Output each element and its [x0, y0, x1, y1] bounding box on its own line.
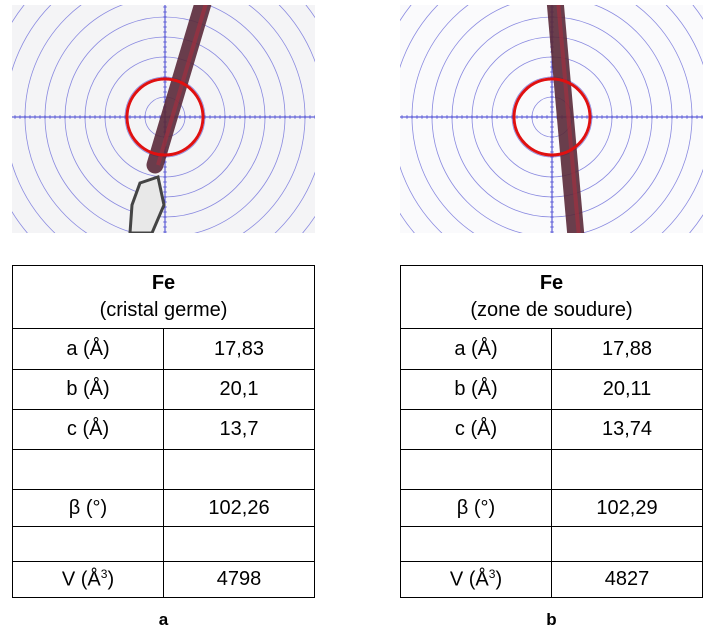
value: 20,11 [551, 369, 703, 410]
empty [163, 526, 315, 562]
param: b (Å) [12, 369, 164, 410]
param: β (°) [400, 489, 552, 527]
value: 102,26 [163, 489, 315, 527]
empty [551, 526, 703, 562]
volume-label: V (Å [449, 568, 489, 591]
empty [551, 449, 703, 490]
crystal-edge [556, 5, 581, 233]
empty [12, 526, 164, 562]
param: V (Å3) [12, 561, 164, 598]
volume-tail: ) [495, 568, 503, 591]
empty [12, 449, 164, 490]
target-circle [512, 77, 592, 157]
empty [400, 526, 552, 562]
volume-tail: ) [107, 568, 115, 591]
crystal [546, 5, 585, 233]
value: 17,83 [163, 328, 315, 370]
value: 13,7 [163, 409, 315, 450]
caption: a [158, 610, 169, 629]
value: 17,88 [551, 328, 703, 370]
header-subtitle: (cristal germe) [99, 299, 228, 321]
value: 13,74 [551, 409, 703, 450]
param: a (Å) [12, 328, 164, 370]
header-title: Fe [151, 272, 176, 294]
value: 4798 [163, 561, 315, 598]
glass-fiber [128, 175, 166, 233]
volume-sup: 3 [488, 567, 496, 582]
header-subtitle: (zone de soudure) [470, 299, 633, 321]
header-title: Fe [539, 272, 564, 294]
volume-label: V (Å [61, 568, 101, 591]
cell-table: Fe (cristal germe) a (Å) 17,83 b (Å) 20,1 c… [12, 265, 315, 598]
param: a (Å) [400, 328, 552, 370]
cell-table: Fe (zone de soudure) a (Å) 17,88 b (Å) 20,1… [400, 265, 703, 598]
empty [400, 449, 552, 490]
empty [163, 449, 315, 490]
value: 4827 [551, 561, 703, 598]
header-cell: Fe (zone de soudure) [400, 265, 703, 329]
volume-sup: 3 [100, 567, 108, 582]
value: 20,1 [163, 369, 315, 410]
param: c (Å) [400, 409, 552, 450]
micrograph [400, 5, 703, 233]
header-cell: Fe (cristal germe) [12, 265, 315, 329]
param: b (Å) [400, 369, 552, 410]
param: c (Å) [12, 409, 164, 450]
param: V (Å3) [400, 561, 552, 598]
value: 102,29 [551, 489, 703, 527]
caption: b [546, 610, 557, 629]
target-circle [125, 77, 205, 157]
micrograph [12, 5, 315, 233]
param: β (°) [12, 489, 164, 527]
